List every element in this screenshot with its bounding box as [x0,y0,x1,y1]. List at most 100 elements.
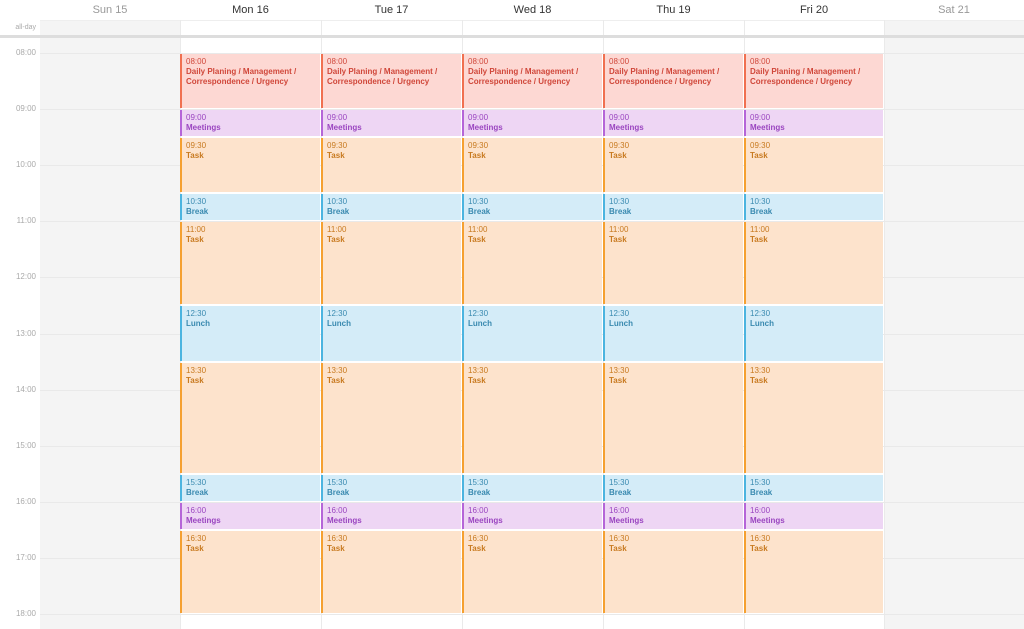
event-title: Meetings [327,516,362,525]
hour-gridline [40,614,1024,615]
event-title: Task [327,235,345,244]
event-meetings[interactable]: 16:00 Meetings [180,503,320,529]
event-planning[interactable]: 08:00 Daily Planing / Management / Corres… [603,54,743,108]
event-title: Meetings [609,516,644,525]
event-title: Task [750,376,768,385]
event-title: Daily Planing / Management / Corresponde… [750,67,861,86]
event-time: 16:00 [609,506,630,515]
event-break[interactable]: 10:30 Break [744,194,883,220]
event-title: Lunch [750,319,774,328]
event-time: 11:00 [327,225,347,234]
day-header[interactable]: Tue 17 [374,4,409,16]
event-break[interactable]: 15:30 Break [462,475,602,501]
event-break[interactable]: 12:30 Lunch [321,306,461,361]
event-break[interactable]: 15:30 Break [744,475,883,501]
day-header[interactable]: Thu 19 [656,4,691,16]
hour-label: 14:00 [15,385,36,394]
event-meetings[interactable]: 16:00 Meetings [744,503,883,529]
event-break[interactable]: 10:30 Break [603,194,743,220]
event-title: Lunch [186,319,210,328]
event-time: 09:30 [186,141,207,150]
event-task[interactable]: 16:30 Task [603,531,743,613]
event-time: 08:00 [609,57,630,66]
event-meetings[interactable]: 09:00 Meetings [462,110,602,136]
event-title: Meetings [468,123,503,132]
event-task[interactable]: 09:30 Task [180,138,320,192]
event-task[interactable]: 09:30 Task [321,138,461,192]
event-task[interactable]: 11:00 Task [744,222,883,304]
day-header[interactable]: Mon 16 [232,4,269,16]
event-task[interactable]: 16:30 Task [180,531,320,613]
day-header[interactable]: Sun 15 [92,4,128,16]
event-time: 16:30 [186,534,207,543]
event-meetings[interactable]: 09:00 Meetings [744,110,883,136]
allday-cell-1[interactable] [180,20,321,36]
event-planning[interactable]: 08:00 Daily Planing / Management / Corres… [180,54,320,108]
event-meetings[interactable]: 09:00 Meetings [321,110,461,136]
event-meetings[interactable]: 09:00 Meetings [180,110,320,136]
event-title: Daily Planing / Management / Corresponde… [327,67,438,86]
event-planning[interactable]: 08:00 Daily Planing / Management / Corres… [462,54,602,108]
allday-cell-4[interactable] [603,20,744,36]
event-break[interactable]: 12:30 Lunch [180,306,320,361]
event-break[interactable]: 10:30 Break [180,194,320,220]
event-meetings[interactable]: 16:00 Meetings [462,503,602,529]
allday-cell-5[interactable] [744,20,884,36]
event-time: 11:00 [186,225,206,234]
event-task[interactable]: 13:30 Task [744,363,883,473]
day-header[interactable]: Fri 20 [799,4,829,16]
event-task[interactable]: 11:00 Task [462,222,602,304]
event-task[interactable]: 11:00 Task [603,222,743,304]
allday-cell-0[interactable] [40,20,180,36]
event-task[interactable]: 13:30 Task [180,363,320,473]
event-task[interactable]: 16:30 Task [744,531,883,613]
event-break[interactable]: 15:30 Break [321,475,461,501]
hour-gridline [40,109,1024,110]
day-header[interactable]: Wed 18 [513,4,552,16]
event-break[interactable]: 12:30 Lunch [462,306,602,361]
event-break[interactable]: 15:30 Break [180,475,320,501]
event-task[interactable]: 09:30 Task [462,138,602,192]
event-meetings[interactable]: 09:00 Meetings [603,110,743,136]
event-planning[interactable]: 08:00 Daily Planing / Management / Corres… [744,54,883,108]
event-break[interactable]: 12:30 Lunch [603,306,743,361]
event-time: 09:00 [468,113,489,122]
event-time: 16:30 [468,534,489,543]
event-time: 16:00 [750,506,771,515]
event-planning[interactable]: 08:00 Daily Planing / Management / Corres… [321,54,461,108]
event-time: 08:00 [186,57,207,66]
event-task[interactable]: 16:30 Task [462,531,602,613]
day-header[interactable]: Sat 21 [938,4,970,16]
event-time: 15:30 [750,478,771,487]
event-time: 11:00 [609,225,629,234]
event-meetings[interactable]: 16:00 Meetings [321,503,461,529]
event-title: Lunch [468,319,492,328]
event-title: Daily Planing / Management / Corresponde… [609,67,720,86]
event-task[interactable]: 13:30 Task [603,363,743,473]
event-title: Break [327,488,350,497]
hour-label: 13:00 [15,329,36,338]
event-time: 16:00 [186,506,207,515]
hour-label: 12:00 [15,272,36,281]
day-column-6[interactable] [884,38,1024,629]
event-break[interactable]: 12:30 Lunch [744,306,883,361]
event-task[interactable]: 16:30 Task [321,531,461,613]
event-break[interactable]: 10:30 Break [462,194,602,220]
event-time: 12:30 [327,309,348,318]
event-task[interactable]: 11:00 Task [180,222,320,304]
event-time: 10:30 [609,197,630,206]
event-task[interactable]: 09:30 Task [603,138,743,192]
allday-cell-2[interactable] [321,20,462,36]
event-break[interactable]: 10:30 Break [321,194,461,220]
event-task[interactable]: 13:30 Task [462,363,602,473]
day-column-0[interactable] [40,38,180,629]
event-task[interactable]: 13:30 Task [321,363,461,473]
allday-cell-3[interactable] [462,20,603,36]
event-break[interactable]: 15:30 Break [603,475,743,501]
event-time: 12:30 [609,309,630,318]
event-task[interactable]: 11:00 Task [321,222,461,304]
allday-cell-6[interactable] [884,20,1024,36]
event-title: Break [609,488,632,497]
event-task[interactable]: 09:30 Task [744,138,883,192]
event-meetings[interactable]: 16:00 Meetings [603,503,743,529]
